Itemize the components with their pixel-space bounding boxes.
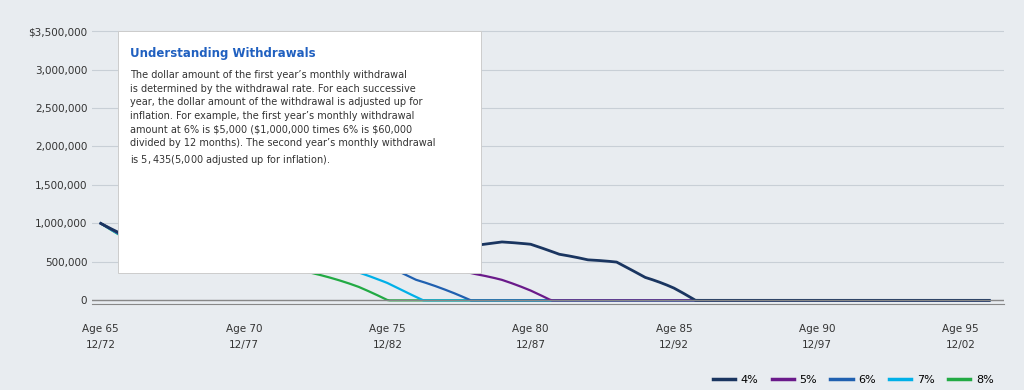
Text: Age 90: Age 90 (799, 324, 836, 333)
Text: 12/92: 12/92 (658, 340, 689, 350)
Text: The dollar amount of the first year’s monthly withdrawal
is determined by the wi: The dollar amount of the first year’s mo… (130, 70, 435, 167)
Text: Age 65: Age 65 (83, 324, 119, 333)
Text: 12/87: 12/87 (516, 340, 546, 350)
Text: 12/82: 12/82 (373, 340, 402, 350)
Text: 12/02: 12/02 (945, 340, 976, 350)
Text: 12/72: 12/72 (86, 340, 116, 350)
Text: Age 95: Age 95 (942, 324, 979, 333)
Text: 12/77: 12/77 (229, 340, 259, 350)
Text: Age 75: Age 75 (369, 324, 406, 333)
Text: 12/97: 12/97 (802, 340, 833, 350)
Text: Age 85: Age 85 (655, 324, 692, 333)
Text: Age 80: Age 80 (512, 324, 549, 333)
Legend: 4%, 5%, 6%, 7%, 8%: 4%, 5%, 6%, 7%, 8% (709, 371, 998, 390)
Text: Understanding Withdrawals: Understanding Withdrawals (130, 47, 315, 60)
Text: Age 70: Age 70 (226, 324, 262, 333)
